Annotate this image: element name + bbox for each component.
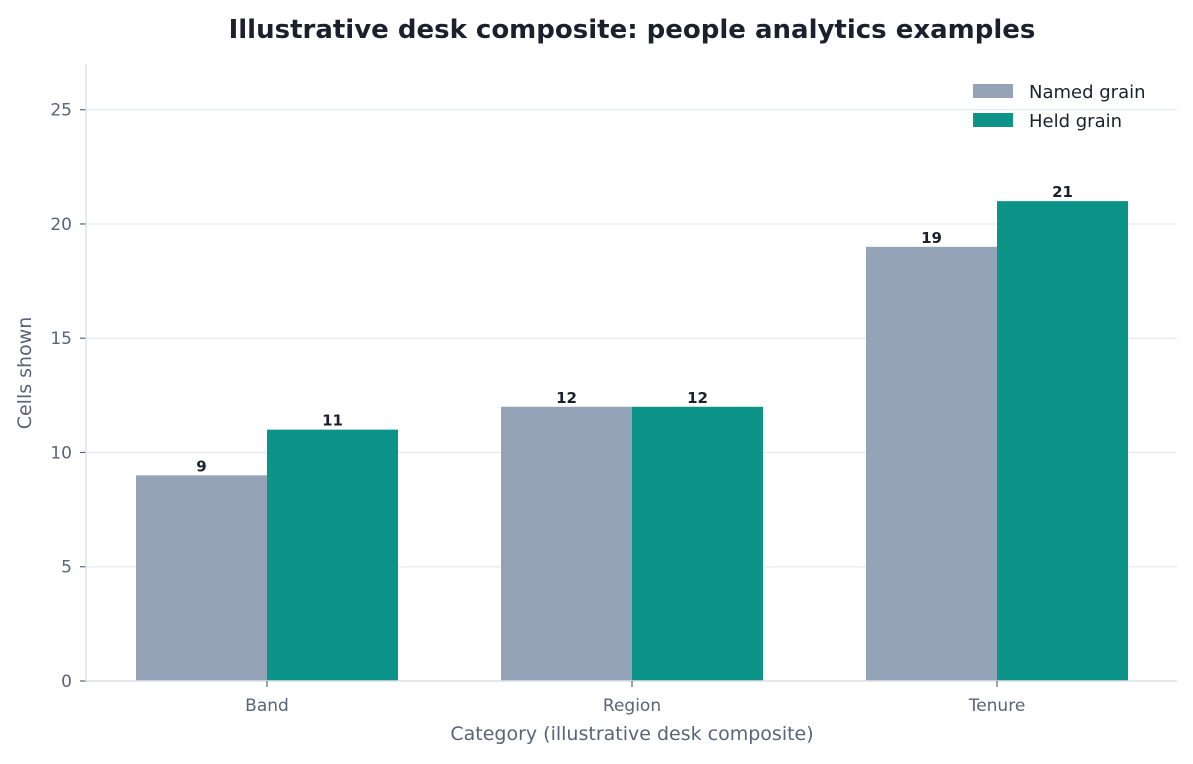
bar-named-grain-tenure (866, 246, 997, 681)
y-tick-labels: 0 5 10 15 20 25 (50, 101, 72, 692)
x-axis-title: Category (illustrative desk composite) (450, 723, 813, 745)
bar-named-grain-region (501, 406, 632, 681)
y-tick-label-5: 5 (61, 558, 72, 578)
bar-held-grain-band (267, 429, 398, 681)
x-tick-label-region: Region (603, 696, 661, 716)
axes (80, 64, 1177, 687)
y-tick-label-20: 20 (50, 215, 72, 235)
bar-held-grain-region (632, 406, 763, 681)
legend-swatch-held-grain (973, 113, 1013, 127)
bar-label-named-grain-tenure: 19 (921, 229, 942, 247)
bar-held-grain-tenure (997, 201, 1128, 681)
x-tick-label-tenure: Tenure (968, 696, 1026, 716)
y-tick-label-15: 15 (50, 329, 72, 349)
bar-label-named-grain-band: 9 (196, 457, 206, 475)
y-axis-title: Cells shown (14, 317, 36, 430)
chart-title: Illustrative desk composite: people anal… (229, 15, 1036, 45)
legend-label-held-grain: Held grain (1029, 111, 1122, 132)
bar-label-named-grain-region: 12 (556, 389, 577, 407)
x-tick-label-band: Band (245, 696, 289, 716)
bar-label-held-grain-band: 11 (322, 412, 343, 430)
y-tick-label-25: 25 (50, 101, 72, 121)
bar-labels: 9 11 12 12 19 21 (196, 183, 1073, 475)
x-tick-labels: Band Region Tenure (245, 696, 1025, 716)
bars (136, 201, 1128, 681)
bar-named-grain-band (136, 475, 267, 681)
bar-label-held-grain-tenure: 21 (1052, 183, 1073, 201)
y-tick-label-0: 0 (61, 672, 72, 692)
legend-swatch-named-grain (973, 84, 1013, 98)
legend: Named grain Held grain (973, 82, 1146, 132)
legend-label-named-grain: Named grain (1029, 82, 1146, 103)
y-tick-label-10: 10 (50, 443, 72, 463)
bar-label-held-grain-region: 12 (687, 389, 708, 407)
